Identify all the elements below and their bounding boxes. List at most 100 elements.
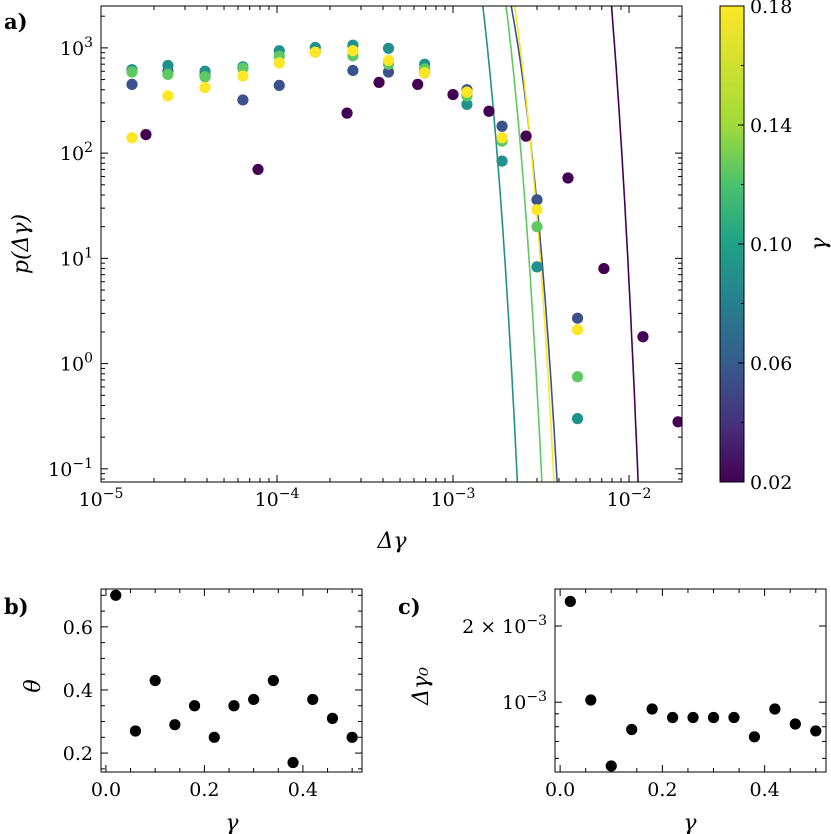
panel-b-ytick-label: 0.2 <box>63 743 93 765</box>
panel-c-plot: 0.0 0.2 0.4 10−3 2 × 10−3 <box>462 588 827 801</box>
panel-b-point <box>307 693 319 706</box>
data-point-gamma-0.02 <box>140 128 152 141</box>
panel-c-point <box>667 711 679 724</box>
data-point-gamma-0.18 <box>419 67 431 79</box>
colorbar-tick-label: 0.18 <box>750 0 792 18</box>
panel-a-ytick-label: 102 <box>60 140 93 165</box>
panel-c-point <box>585 694 597 706</box>
data-point-gamma-0.02 <box>483 105 495 117</box>
panel-b-ytick-label: 0.4 <box>63 680 93 702</box>
data-point-gamma-0.1 <box>382 42 395 54</box>
data-point-gamma-0.18 <box>162 90 174 102</box>
panel-b-plot: 0.0 0.2 0.4 0.2 0.4 0.6 <box>63 588 363 801</box>
panel-a-ytick-label: 100 <box>60 351 93 376</box>
fit-curve-gamma-0.1 <box>481 6 519 482</box>
panel-c-point <box>769 703 781 715</box>
panel-a-xtick-label: 10−3 <box>431 486 476 511</box>
panel-b-xtick-label: 0.2 <box>189 779 219 801</box>
data-point-gamma-0.1 <box>162 59 174 72</box>
data-point-gamma-0.18 <box>571 324 584 336</box>
panel-b-xtick-label: 0.0 <box>91 779 121 801</box>
panel-a-plot: 10−5 10−4 10−3 10−2 10−1 100 101 102 103 <box>48 5 683 511</box>
panel-a-ylabel: p(Δγ) <box>9 214 34 274</box>
data-point-gamma-0.02 <box>412 78 424 90</box>
panel-b-label: b) <box>4 594 29 619</box>
panel-a-ytick-label: 103 <box>60 35 93 60</box>
data-point-gamma-0.02 <box>252 163 264 176</box>
panel-c-label: c) <box>398 594 421 619</box>
panel-b-point <box>326 712 339 724</box>
panel-c-point <box>687 711 699 724</box>
data-point-gamma-0.02 <box>447 88 459 101</box>
data-point-gamma-0.06 <box>382 66 395 78</box>
panel-b-xlabel: γ <box>225 811 239 834</box>
panel-a-ticks <box>100 6 683 482</box>
panel-b-point <box>267 674 279 687</box>
data-point-gamma-0.1 <box>571 413 584 425</box>
panel-b-ylabel: θ <box>21 679 46 692</box>
data-point-gamma-0.18 <box>309 46 321 58</box>
data-point-gamma-0.18 <box>237 70 249 82</box>
panel-a-xtick-label: 10−4 <box>255 486 300 511</box>
panel-a-plot-area <box>126 6 682 482</box>
panel-c-xtick-label: 0.4 <box>750 779 780 801</box>
data-point-gamma-0.02 <box>598 262 610 275</box>
data-point-gamma-0.1 <box>461 98 473 111</box>
data-point-gamma-0.06 <box>237 94 249 106</box>
colorbar-tick-label: 0.14 <box>750 115 792 137</box>
data-point-gamma-0.02 <box>520 130 532 142</box>
panel-c-point <box>789 718 801 730</box>
data-point-gamma-0.06 <box>496 120 508 132</box>
data-point-gamma-0.18 <box>347 45 359 57</box>
panel-b-point <box>228 700 240 712</box>
panel-c-point <box>564 595 576 608</box>
panel-b-xtick-label: 0.4 <box>288 779 318 801</box>
panel-c-point <box>605 760 617 772</box>
colorbar-tick-label: 0.02 <box>750 472 792 494</box>
data-point-gamma-0.14 <box>199 71 211 83</box>
panel-c-xtick-label: 0.2 <box>647 779 677 801</box>
panel-a-frame <box>100 5 683 483</box>
data-point-gamma-0.06 <box>571 312 584 324</box>
panel-c-ytick-label: 2 × 10−3 <box>462 613 547 638</box>
panel-b-point <box>129 725 142 737</box>
data-point-gamma-0.02 <box>341 107 353 119</box>
data-point-gamma-0.02 <box>672 416 682 428</box>
data-point-gamma-0.06 <box>531 194 543 206</box>
panel-c-point <box>707 711 720 724</box>
data-point-gamma-0.14 <box>531 221 543 233</box>
panel-c-point <box>810 725 822 737</box>
panel-b-point <box>169 719 181 731</box>
data-point-gamma-0.14 <box>162 68 174 80</box>
data-point-gamma-0.14 <box>126 66 138 78</box>
data-point-gamma-0.14 <box>571 371 584 383</box>
panel-c-xlabel: γ <box>683 811 697 834</box>
panel-b-point <box>149 674 161 687</box>
data-point-gamma-0.06 <box>273 79 285 92</box>
data-point-gamma-0.1 <box>496 155 508 167</box>
colorbar-label: γ <box>807 237 831 251</box>
panel-c-point <box>626 723 638 736</box>
data-point-gamma-0.18 <box>273 57 285 69</box>
data-point-gamma-0.18 <box>126 132 138 144</box>
panel-a-xlabel: Δγ <box>376 529 407 554</box>
panel-a-ytick-label: 101 <box>60 245 93 270</box>
fit-curve-gamma-0.02 <box>610 6 639 482</box>
data-point-gamma-0.18 <box>496 132 508 144</box>
panel-a-xtick-label: 10−5 <box>79 486 124 511</box>
colorbar-tick-label: 0.06 <box>750 353 792 375</box>
data-point-gamma-0.02 <box>637 331 649 343</box>
panel-b-point <box>248 693 260 706</box>
colorbar-tick-label: 0.10 <box>750 234 792 256</box>
panel-b-point <box>287 756 299 769</box>
panel-a-ytick-label: 10−1 <box>48 456 93 481</box>
panel-c-xtick-label: 0.0 <box>545 779 575 801</box>
data-point-gamma-0.06 <box>347 64 359 77</box>
panel-c-point <box>748 731 761 743</box>
panel-c-ytick-label: 10−3 <box>502 689 547 714</box>
panel-b-point <box>346 731 358 743</box>
panel-c-point <box>646 703 658 715</box>
data-point-gamma-0.18 <box>461 86 473 98</box>
panel-b-point <box>110 589 122 601</box>
